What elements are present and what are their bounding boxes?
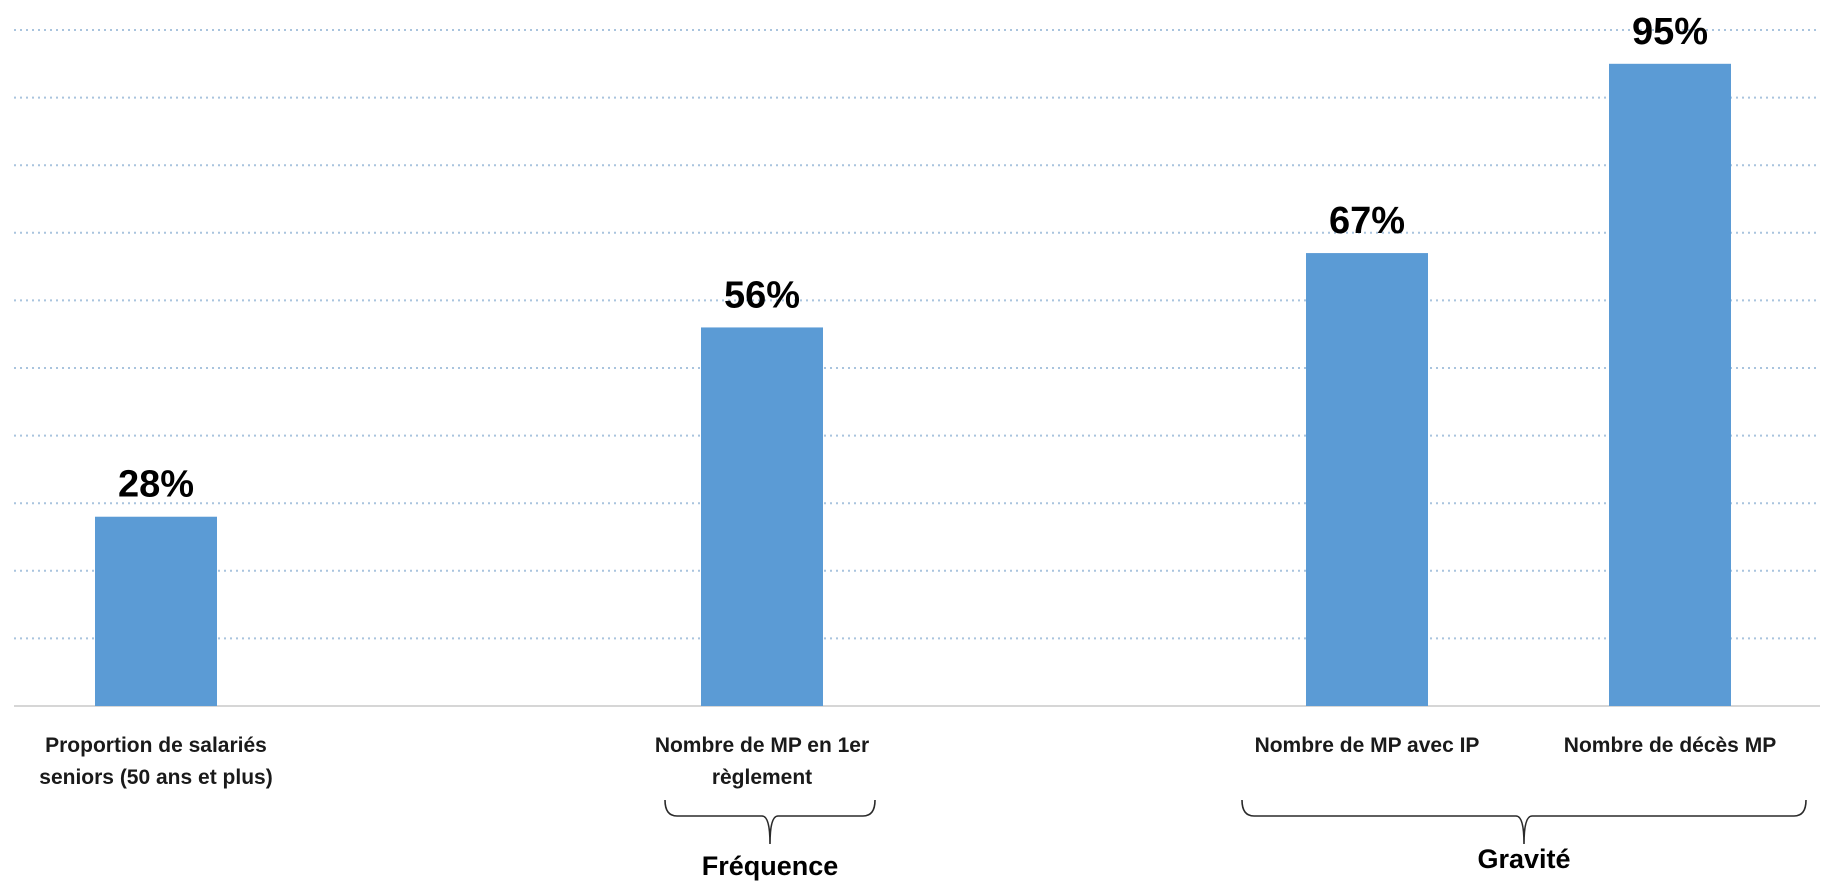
bar <box>1306 253 1428 706</box>
bar <box>701 327 823 706</box>
value-labels: 28% 56% 67% 95% <box>118 11 1708 506</box>
category-label: Nombre de MP avec IP <box>1255 734 1480 757</box>
category-label: Nombre de décès MP <box>1564 734 1776 757</box>
category-labels: Proportion de salariés seniors (50 ans et… <box>39 734 1776 789</box>
bars <box>95 63 1731 707</box>
data-label: 95% <box>1632 11 1708 53</box>
data-label: 56% <box>724 274 800 316</box>
gridlines <box>14 29 1820 640</box>
group-brace <box>1241 799 1807 845</box>
category-label: Proportion de salariés seniors (50 ans et… <box>39 734 272 789</box>
bar <box>1609 63 1731 707</box>
category-groups: Fréquence Gravité <box>664 799 1807 881</box>
category-label: Nombre de MP en 1er règlement <box>655 734 869 789</box>
group-label: Gravité <box>1477 844 1570 874</box>
group-label: Fréquence <box>702 851 839 881</box>
data-label: 28% <box>118 464 194 506</box>
data-label: 67% <box>1329 200 1405 242</box>
bar <box>95 516 217 706</box>
group-brace <box>664 799 876 845</box>
